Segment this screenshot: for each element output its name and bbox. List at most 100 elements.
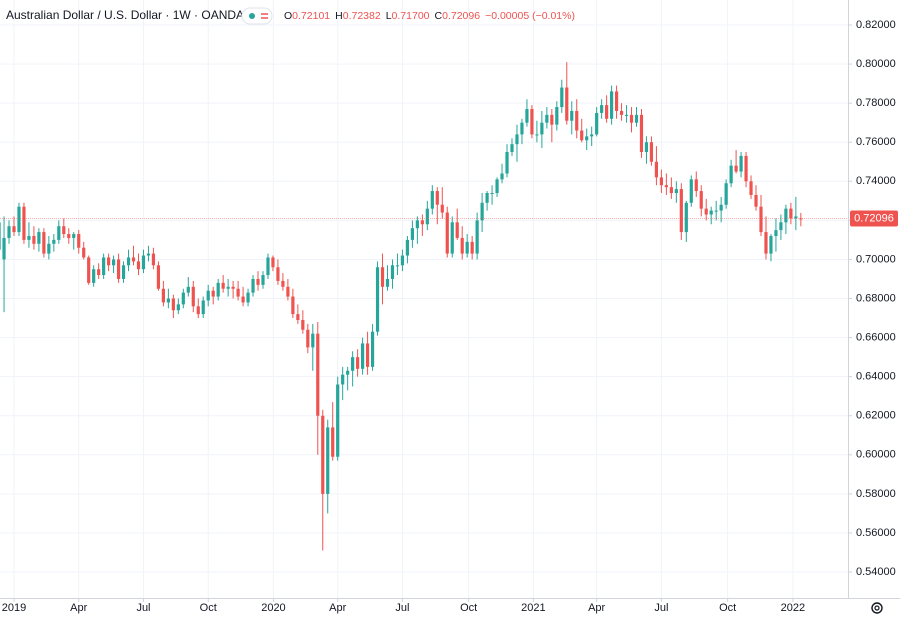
candle-body <box>629 114 634 123</box>
candle-body <box>37 232 41 244</box>
candle-body <box>435 191 439 205</box>
candle-body <box>67 234 71 238</box>
x-tick-label: 2020 <box>261 602 285 614</box>
candle-body <box>614 91 619 111</box>
x-tick-label: Apr <box>329 602 346 614</box>
x-tick-label: Oct <box>460 602 477 614</box>
candle-body <box>261 275 265 285</box>
header-values: O0.72101 H0.72382 L0.71700 C0.72096 −0.00005… <box>284 10 575 22</box>
candle-body <box>410 228 414 240</box>
candle-body <box>126 257 131 266</box>
candle-body <box>276 267 280 281</box>
candle-body <box>326 427 330 494</box>
x-tick-label: Oct <box>200 602 217 614</box>
candle-body <box>221 282 225 289</box>
candle-body <box>759 206 763 233</box>
candle-body <box>405 239 410 256</box>
y-tick-label: 0.66000 <box>856 331 896 343</box>
candle-body <box>370 331 375 367</box>
candle-body <box>380 267 385 287</box>
candle-body <box>689 179 693 203</box>
candle-body <box>166 298 170 303</box>
candle-body <box>565 87 569 121</box>
candle-body <box>176 304 180 311</box>
candle-body <box>774 230 778 236</box>
settings-icon[interactable] <box>871 602 883 614</box>
ohlc-value: 0.72096 <box>442 10 480 22</box>
axes: 0.54000 0.56000 0.58000 0.60000 0.62000 0.640… <box>0 19 898 614</box>
candle-body <box>121 265 126 279</box>
candle-body <box>92 269 96 283</box>
candle-body <box>400 255 405 266</box>
candle-body <box>181 292 185 305</box>
candle-body <box>560 87 564 108</box>
candle-body <box>654 161 659 178</box>
y-tick-label: 0.78000 <box>856 97 896 109</box>
header-icons <box>241 7 273 25</box>
candle-body <box>709 210 713 215</box>
candle-body <box>17 206 21 233</box>
y-tick-label: 0.64000 <box>856 371 896 383</box>
last-price-label: 0.72096 <box>854 212 894 224</box>
candle-body <box>794 216 798 219</box>
x-tick-label: Jul <box>395 602 409 614</box>
chart-title: Australian Dollar / U.S. Dollar · 1W · O… <box>6 8 244 22</box>
candle-body <box>609 91 614 119</box>
candle-body <box>704 208 708 215</box>
candle-body <box>97 269 101 276</box>
candle-body <box>600 105 604 113</box>
candle-body <box>32 235 36 244</box>
candle-body <box>585 136 589 141</box>
candle-body <box>714 210 718 212</box>
candle-body <box>27 235 31 240</box>
candle-body <box>316 333 320 416</box>
x-tick-label: Oct <box>719 602 736 614</box>
candle-body <box>515 134 519 145</box>
candle-body <box>769 235 773 254</box>
candle-body <box>191 286 195 307</box>
candle-body <box>465 241 469 254</box>
gear-hub[interactable] <box>874 605 880 611</box>
y-tick-label: 0.70000 <box>856 253 896 265</box>
ohlc-value: 0.71700 <box>392 10 430 22</box>
candle-body <box>146 253 151 256</box>
candle-body <box>12 226 16 233</box>
candle-body <box>500 173 504 180</box>
candle-body <box>605 105 609 119</box>
candle-body <box>47 243 51 254</box>
candle-body <box>22 206 26 240</box>
candle-body <box>535 134 539 136</box>
candle-body <box>286 286 290 297</box>
x-tick-label: Apr <box>70 602 87 614</box>
candle-body <box>490 193 494 195</box>
candle-body <box>764 232 768 254</box>
candle-body <box>291 296 295 315</box>
candle-body <box>575 110 579 131</box>
y-tick-label: 0.80000 <box>856 58 896 70</box>
candle-body <box>206 290 210 301</box>
candle-body <box>530 109 534 135</box>
candle-body <box>266 257 270 276</box>
candle-body <box>62 226 66 235</box>
x-tick-label: 2021 <box>521 602 545 614</box>
candle-body <box>336 384 340 457</box>
candle-body <box>525 109 529 123</box>
candle-body <box>480 202 484 221</box>
candle-body <box>141 255 146 270</box>
x-tick-label: Apr <box>588 602 605 614</box>
ohlc-letter: O <box>284 10 292 22</box>
candle-body <box>102 257 106 276</box>
y-tick-label: 0.76000 <box>856 136 896 148</box>
candle-body <box>52 239 56 244</box>
candle-body <box>395 265 400 267</box>
candle-body <box>679 189 683 233</box>
candle-body <box>520 122 524 135</box>
candle-body <box>590 134 594 137</box>
y-tick-label: 0.56000 <box>856 527 896 539</box>
status-pill[interactable] <box>241 7 273 25</box>
candle-body <box>236 288 240 297</box>
candle-body <box>495 179 499 194</box>
candle-body <box>57 226 61 240</box>
gear-ring[interactable] <box>871 602 883 614</box>
candle-body <box>415 220 419 229</box>
